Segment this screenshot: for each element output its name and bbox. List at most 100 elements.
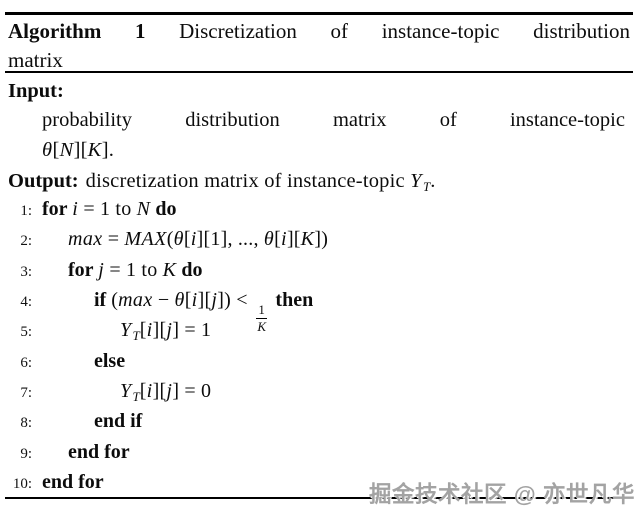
bottom-rule bbox=[5, 497, 633, 499]
text-segment: = 1 to bbox=[78, 198, 137, 220]
math-subscript: T bbox=[422, 179, 431, 194]
text-segment: ( bbox=[111, 289, 119, 312]
algorithm-label-word: 1 bbox=[134, 19, 146, 43]
line-number: 9: bbox=[20, 445, 32, 462]
fraction-numerator: 1 bbox=[255, 302, 268, 320]
math-var: max bbox=[68, 228, 103, 251]
code-line: 2: max = MAX(θ[i][1], ..., θ[i][K]) bbox=[8, 224, 638, 254]
line-number: 10: bbox=[12, 476, 32, 493]
line-number: 7: bbox=[20, 385, 32, 402]
math-var: i bbox=[72, 198, 79, 220]
text-segment: ][1], ..., bbox=[196, 228, 264, 251]
text-segment: ][ bbox=[286, 228, 301, 251]
math-var: YT bbox=[120, 319, 140, 344]
text-segment: [ bbox=[52, 139, 60, 161]
keyword: end for bbox=[68, 440, 130, 463]
math-var: max bbox=[118, 289, 153, 312]
line-number: 2: bbox=[20, 233, 32, 250]
text-segment: ]. bbox=[101, 139, 115, 161]
math-var: N bbox=[59, 139, 74, 161]
code-text: YT[i][j] = 1 bbox=[32, 319, 212, 344]
algorithm-title-line2: matrix bbox=[8, 48, 63, 72]
math-var: K bbox=[300, 228, 315, 251]
math-var: YT bbox=[120, 380, 140, 405]
code-text: max = MAX(θ[i][1], ..., θ[i][K]) bbox=[32, 228, 328, 250]
keyword: end if bbox=[94, 410, 143, 433]
line-number: 3: bbox=[20, 263, 32, 280]
text-segment: [ bbox=[183, 228, 191, 251]
math-var: j bbox=[98, 258, 105, 281]
output-text: discretization matrix of instance-topic … bbox=[86, 170, 436, 194]
code-text: end for bbox=[32, 471, 104, 493]
line-number: 5: bbox=[20, 324, 32, 341]
math-var: θ bbox=[174, 289, 185, 312]
line-number: 1: bbox=[20, 203, 32, 219]
input-label: Input: bbox=[8, 80, 64, 102]
text-segment: = 1 to bbox=[104, 258, 163, 281]
output-label: Output: bbox=[8, 170, 79, 192]
math-var: θ bbox=[173, 228, 184, 251]
text-segment: ] = 1 bbox=[172, 319, 212, 342]
math-var: j bbox=[166, 380, 173, 403]
word: distribution bbox=[185, 109, 280, 131]
math-var: K bbox=[162, 258, 177, 281]
keyword: then bbox=[270, 289, 314, 312]
text-segment: [ bbox=[274, 228, 281, 251]
watermark: 掘金技术社区 @ 亦世凡华 bbox=[369, 482, 635, 507]
math-var: θ bbox=[263, 228, 275, 251]
code-line: 1: for i = 1 to N do bbox=[8, 194, 638, 224]
code-line: 8: end if bbox=[8, 406, 638, 436]
keyword: end for bbox=[42, 471, 104, 494]
header-rule bbox=[5, 71, 633, 73]
code-line: 7: YT[i][j] = 0 bbox=[8, 376, 638, 406]
line-number: 4: bbox=[20, 294, 32, 311]
text-segment: − bbox=[152, 289, 175, 312]
math-var: MAX bbox=[124, 228, 167, 251]
code-text: end for bbox=[32, 441, 130, 463]
text-segment: [ bbox=[184, 289, 192, 312]
code-text: YT[i][j] = 0 bbox=[32, 380, 212, 405]
code-line: 5: YT[i][j] = 1 bbox=[8, 315, 638, 345]
input-description-line1: probability distribution matrix of instance-… bbox=[42, 105, 625, 135]
math-subscript: T bbox=[132, 328, 140, 344]
keyword: if bbox=[94, 289, 112, 312]
text-segment: ][ bbox=[152, 380, 167, 403]
pseudocode-lines: 1: for i = 1 to N do 2: max = MAX(θ[i][1], … bbox=[8, 194, 638, 497]
keyword: do bbox=[176, 258, 203, 281]
keyword: for bbox=[42, 198, 73, 220]
text-segment: [ bbox=[139, 319, 147, 342]
output-line: Output: discretization matrix of instance… bbox=[8, 166, 436, 202]
math-var: i bbox=[146, 319, 153, 342]
math-var: j bbox=[166, 319, 173, 342]
algorithm-header-line1: Algorithm 1 Discretization of instance-topic… bbox=[8, 17, 630, 46]
code-text: for i = 1 to N do bbox=[32, 198, 176, 220]
math-var: j bbox=[211, 289, 218, 312]
text-segment: ][ bbox=[73, 139, 88, 161]
input-description-line2: θ[N][K]. bbox=[42, 135, 114, 165]
word: Discretization bbox=[179, 19, 297, 43]
math-var: N bbox=[136, 198, 151, 220]
keyword: for bbox=[68, 258, 99, 281]
code-line: 3: for j = 1 to K do bbox=[8, 255, 638, 285]
math-var: i bbox=[191, 289, 198, 312]
text-segment: = bbox=[102, 228, 125, 251]
word: matrix bbox=[332, 109, 387, 131]
code-text: else bbox=[32, 350, 125, 372]
code-text: for j = 1 to K do bbox=[32, 259, 202, 281]
math-var: K bbox=[87, 139, 102, 161]
text-segment: ] = 0 bbox=[172, 380, 212, 403]
word: instance-topic bbox=[509, 109, 625, 131]
algorithm-label-word: Algorithm bbox=[8, 19, 102, 43]
word: probability bbox=[42, 109, 132, 131]
keyword: else bbox=[94, 349, 126, 372]
text-segment: ][ bbox=[152, 319, 167, 342]
keyword: do bbox=[150, 198, 177, 220]
text-segment: . bbox=[430, 170, 436, 192]
text-segment: ][ bbox=[197, 289, 212, 312]
text-segment: ( bbox=[166, 228, 174, 251]
top-rule bbox=[5, 12, 633, 15]
